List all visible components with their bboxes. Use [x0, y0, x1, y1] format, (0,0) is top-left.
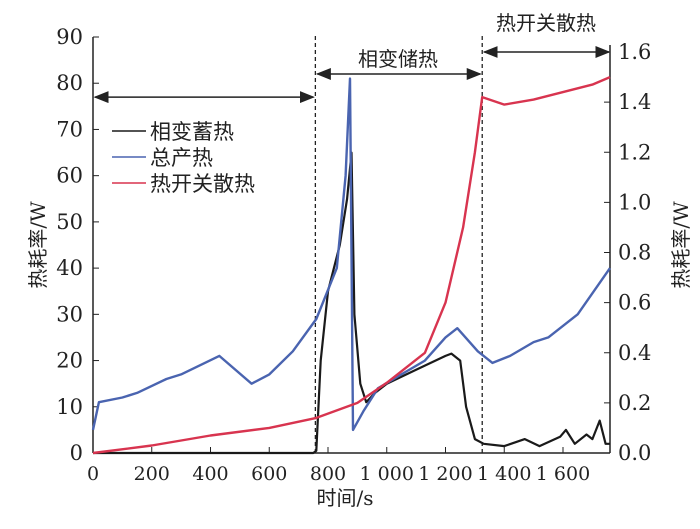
y-left-tick-label: 60: [56, 164, 83, 188]
y-right-tick-label: 1.2: [618, 140, 651, 164]
series-line-2: [91, 77, 611, 432]
legend-label: 相变蓄热: [150, 120, 234, 144]
y-right-tick-label: 1.6: [618, 40, 651, 64]
y-left-tick-label: 90: [56, 25, 83, 49]
x-axis-label: 时间/s: [316, 486, 373, 510]
x-tick-label: 1 600: [536, 463, 590, 485]
y-right-tick-label: 0.6: [618, 291, 651, 315]
y-right-tick-label: 0.0: [618, 441, 651, 465]
y-right-tick-label: 0.4: [618, 341, 651, 365]
y-right-tick-label: 1.4: [618, 90, 651, 114]
y-left-tick-label: 10: [56, 395, 83, 419]
legend-label: 热开关散热: [150, 172, 255, 196]
x-tick-label: 200: [134, 463, 170, 485]
x-tick-label: 1 000: [360, 463, 414, 485]
y-left-tick-label: 40: [56, 256, 83, 280]
annotation-switch-dissipation: 热开关散热: [496, 11, 596, 35]
y-left-tick-label: 20: [56, 349, 83, 373]
y-left-tick-label: 70: [56, 117, 83, 141]
y-left-tick-label: 80: [56, 71, 83, 95]
y-left-tick-label: 50: [56, 210, 83, 234]
x-tick-label: 600: [251, 463, 287, 485]
x-tick-label: 0: [87, 463, 99, 485]
y-left-tick-label: 30: [56, 302, 83, 326]
y-right-tick-label: 1.0: [618, 190, 651, 214]
x-tick-label: 1 400: [477, 463, 531, 485]
y-left-tick-label: 0: [70, 441, 83, 465]
y-right-tick-label: 0.2: [618, 391, 651, 415]
x-tick-label: 400: [192, 463, 228, 485]
legend-label: 总产热: [150, 146, 213, 170]
x-tick-label: 800: [310, 463, 346, 485]
annotation-phase-storage: 相变储热: [358, 47, 438, 71]
y-right-tick-label: 0.8: [618, 241, 651, 265]
y-axis-label-right: 热耗率/W: [669, 201, 693, 289]
series-line-3: [92, 75, 611, 455]
y-axis-label-left: 热耗率/W: [26, 201, 50, 289]
x-tick-label: 1 200: [418, 463, 472, 485]
